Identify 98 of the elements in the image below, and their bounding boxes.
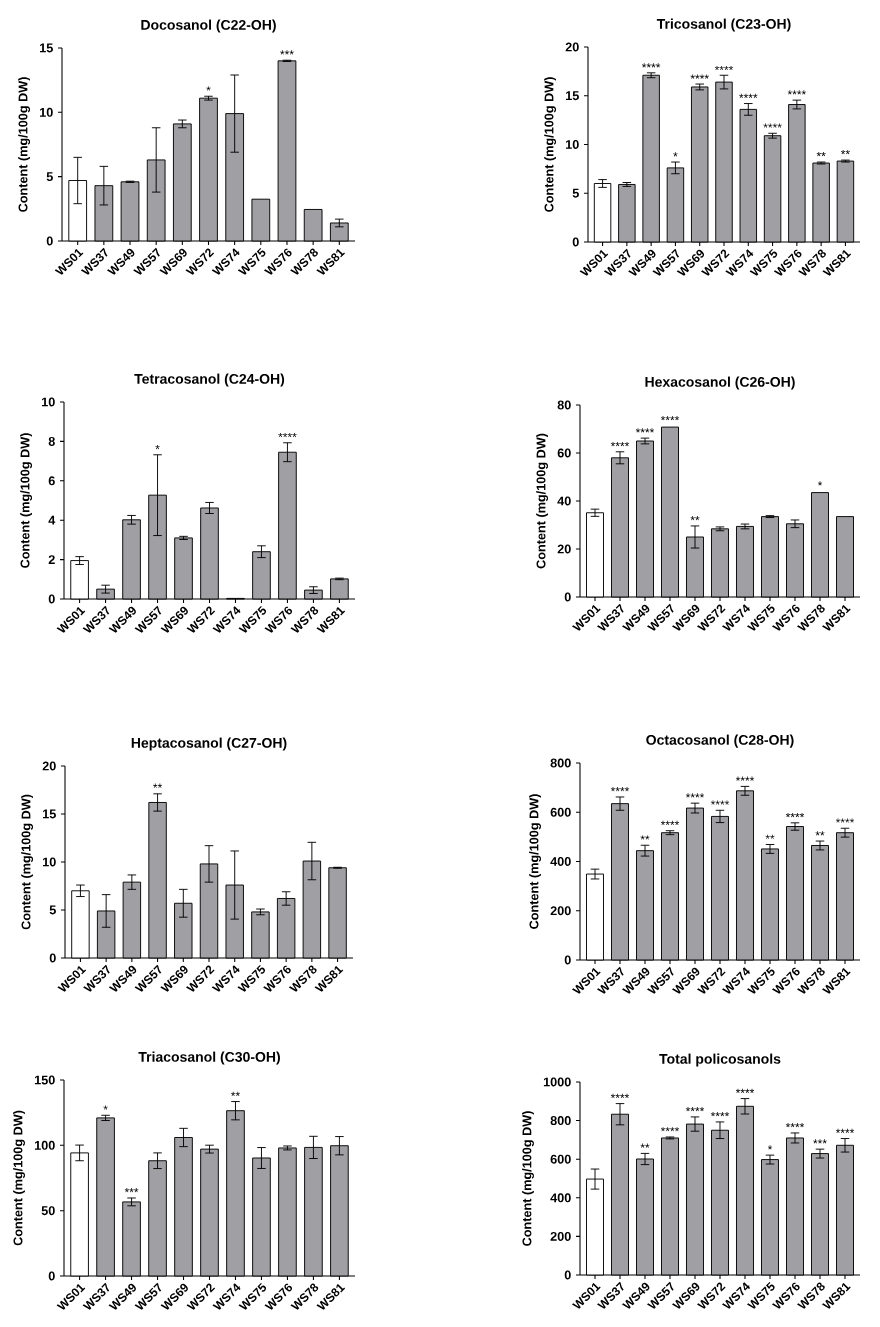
annotation: ****	[787, 90, 806, 95]
y-tick-label: 20	[557, 544, 571, 554]
annotation: ****	[685, 1107, 705, 1112]
y-tick-label: 15	[39, 43, 53, 53]
chart-title: Heptacosanol (C27-OH)	[131, 737, 287, 751]
chart-title: Tetracosanol (C24-OH)	[134, 373, 285, 387]
y-tick-label: 150	[34, 1075, 55, 1085]
y-axis-title: Content (mg/100g DW)	[21, 794, 34, 930]
annotation: ****	[710, 800, 730, 805]
y-tick-label: 10	[565, 140, 579, 149]
annotation: ****	[278, 432, 297, 438]
y-axis-title: Content (mg/100g DW)	[544, 77, 557, 212]
annotation: **	[816, 151, 826, 157]
annotation: ****	[785, 812, 805, 818]
annotation: ****	[610, 787, 630, 792]
annotation: **	[153, 783, 163, 788]
y-tick-label: 600	[550, 807, 571, 817]
y-tick-label: 800	[550, 758, 571, 768]
y-axis-title: Content (mg/100g DW)	[522, 1111, 534, 1246]
chart-title: Octacosanol (C28-OH)	[646, 734, 794, 748]
y-tick-label: 20	[565, 42, 579, 52]
annotation: ****	[641, 63, 661, 68]
y-tick-label: 100	[34, 1140, 55, 1150]
chart-title: Hexacosanol (C26-OH)	[645, 376, 795, 390]
y-tick-label: 10	[41, 397, 55, 407]
y-tick-label: 0	[46, 236, 53, 246]
annotation: **	[640, 1143, 650, 1148]
annotation: ***	[124, 1188, 139, 1193]
annotation: ****	[739, 93, 758, 98]
annotation: ****	[660, 416, 680, 421]
y-tick-label: 400	[550, 857, 571, 866]
annotation: *	[206, 86, 211, 91]
annotation: *	[817, 481, 823, 486]
y-tick-label: 0	[49, 953, 56, 963]
chart-title: Triacosanol (C30-OH)	[138, 1051, 280, 1065]
annotation: ****	[835, 818, 855, 823]
annotation: ****	[660, 820, 680, 826]
annotation: ****	[835, 1128, 855, 1133]
y-tick-label: 6	[48, 476, 55, 486]
annotation: ****	[610, 1093, 630, 1098]
y-tick-label: 0	[572, 237, 579, 247]
annotation: **	[690, 516, 700, 521]
y-tick-label: 0	[48, 594, 55, 604]
annotation: ****	[785, 1123, 805, 1128]
y-tick-label: 400	[550, 1193, 571, 1203]
y-tick-label: 200	[550, 906, 571, 916]
y-tick-label: 15	[565, 91, 579, 101]
annotation: *	[673, 152, 678, 157]
annotation: **	[765, 834, 775, 839]
annotation: ****	[635, 428, 655, 433]
y-tick-label: 8	[48, 436, 55, 446]
y-tick-label: 200	[550, 1231, 571, 1241]
y-tick-label: 5	[46, 172, 53, 182]
y-axis-title: Content (mg/100g DW)	[536, 433, 549, 569]
y-tick-label: 0	[564, 592, 571, 602]
y-tick-label: 0	[564, 955, 571, 965]
y-tick-label: 5	[49, 905, 56, 915]
y-tick-label: 800	[550, 1116, 571, 1126]
y-tick-label: 0	[48, 1271, 55, 1281]
annotation: ****	[735, 776, 755, 781]
y-tick-label: 4	[48, 515, 56, 525]
y-axis-title: Content (mg/100g DW)	[18, 77, 31, 212]
y-axis-title: Content (mg/100g DW)	[20, 433, 33, 568]
annotation: **	[231, 1091, 240, 1096]
y-tick-label: 80	[557, 400, 571, 410]
y-tick-label: 50	[41, 1206, 55, 1216]
y-axis-title: Content (mg/100g DW)	[529, 794, 541, 929]
annotation: *	[103, 1105, 108, 1110]
y-tick-label: 0	[564, 1270, 571, 1280]
y-tick-label: 2	[48, 555, 55, 565]
y-tick-label: 600	[550, 1154, 571, 1164]
y-tick-label: 15	[42, 809, 56, 819]
annotation: ****	[685, 793, 705, 798]
annotation: ****	[714, 65, 734, 71]
annotation: ****	[735, 1088, 755, 1093]
y-tick-label: 20	[42, 761, 56, 771]
y-tick-label: 60	[557, 448, 571, 458]
annotation: ***	[280, 50, 294, 55]
annotation: **	[640, 835, 650, 840]
y-tick-label: 40	[557, 496, 571, 506]
annotation: ****	[710, 1112, 730, 1117]
annotation: ****	[610, 441, 630, 447]
chart-title: Total policosanols	[659, 1053, 781, 1067]
annotation: ****	[690, 74, 709, 79]
chart-title: Docosanol (C22-OH)	[141, 19, 276, 33]
y-axis-title: Content (mg/100g DW)	[13, 1110, 25, 1246]
annotation: **	[840, 149, 850, 155]
annotation: *	[155, 444, 160, 450]
y-tick-label: 10	[39, 107, 53, 117]
annotation: **	[815, 831, 825, 836]
annotation: ***	[813, 1139, 827, 1144]
annotation: *	[767, 1145, 773, 1150]
chart-title: Tricosanol (C23-OH)	[656, 18, 791, 32]
y-tick-label: 1000	[543, 1077, 571, 1087]
annotation: ****	[763, 123, 782, 128]
annotation: ****	[660, 1127, 680, 1132]
y-tick-label: 10	[42, 857, 56, 867]
y-tick-label: 5	[572, 188, 579, 198]
